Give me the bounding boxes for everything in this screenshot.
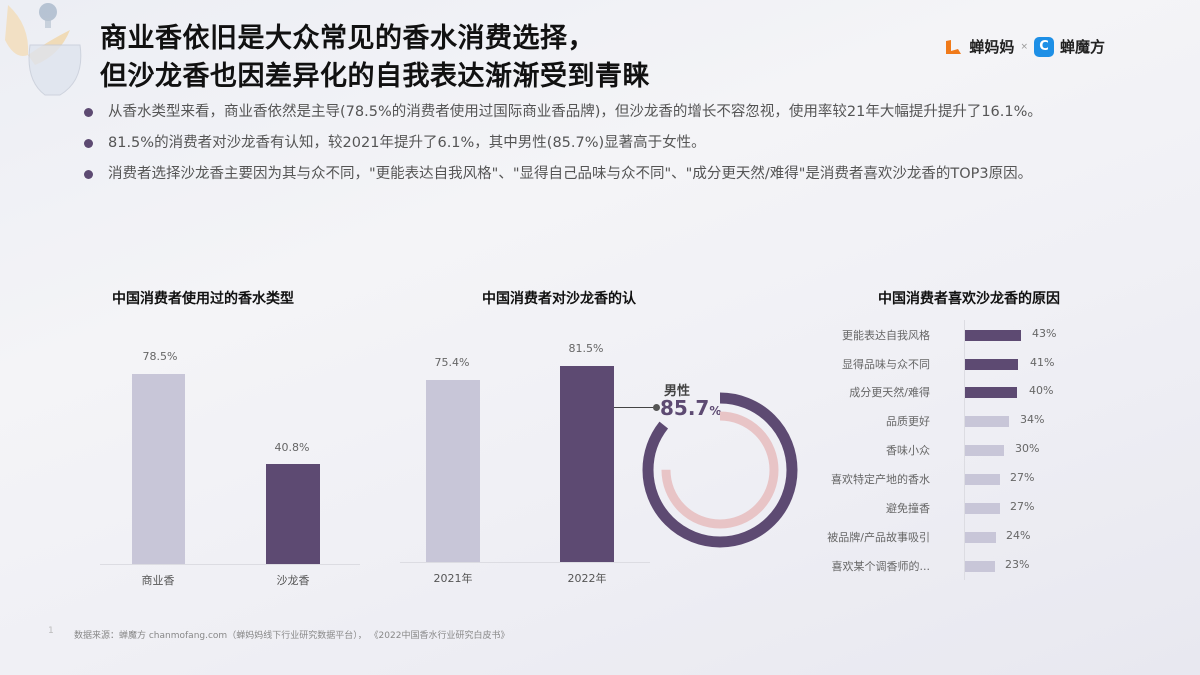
butterfly-perfume-decoration [0, 0, 90, 100]
chanmama-logo-icon [943, 37, 963, 57]
summary-bullets: 从香水类型来看，商业香依然是主导(78.5%的消费者使用过国际商业香品牌)，但沙… [80, 100, 1140, 193]
hbar-row: 品质更好 34% [886, 413, 1045, 428]
category-label: 2022年 [567, 572, 607, 585]
hbar [965, 445, 1004, 456]
chanmofang-logo-icon: C [1033, 36, 1054, 57]
hbar [965, 503, 1000, 514]
data-source: 数据来源：蝉魔方 chanmofang.com（蝉妈妈线下行业研究数据平台）， … [74, 631, 510, 641]
x-axis [100, 564, 360, 565]
chart2-title: 中国消费者对沙龙香的认 [482, 291, 636, 307]
bar-commercial [132, 374, 185, 564]
hbar-row: 喜欢某个调香师的... 23% [831, 558, 1030, 573]
hbar [965, 474, 1000, 485]
brand1-name: 蝉妈妈 [969, 38, 1015, 56]
hbar [965, 532, 996, 543]
bar-salon [266, 464, 320, 564]
hbar-row: 香味小众 30% [886, 442, 1040, 457]
gender-donut-chart [640, 385, 810, 559]
page-title: 商业香依旧是大众常见的香水消费选择， 但沙龙香也因差异化的自我表达渐渐受到青睐 [100, 20, 650, 96]
donut-male-value: 85.7% [660, 396, 722, 420]
category-label: 2021年 [433, 572, 473, 585]
annotation-connector-line [614, 407, 656, 408]
hbar-row: 避免撞香 27% [886, 500, 1035, 515]
logo-separator: × [1020, 41, 1028, 52]
hbar-row: 成分更天然/难得 40% [849, 384, 1054, 399]
category-label: 商业香 [141, 574, 175, 587]
y-axis [964, 320, 965, 580]
brand-logos: 蝉妈妈 × C 蝉魔方 [943, 36, 1105, 57]
hbar [965, 387, 1017, 398]
category-label: 沙龙香 [276, 574, 310, 587]
chart1-title: 中国消费者使用过的香水类型 [112, 291, 294, 307]
bullet-item: 从香水类型来看，商业香依然是主导(78.5%的消费者使用过国际商业香品牌)，但沙… [80, 100, 1140, 125]
bullet-dot-icon [84, 139, 93, 148]
hbar [965, 330, 1021, 341]
bar-value: 78.5% [142, 350, 178, 363]
hbar-row: 更能表达自我风格 43% [842, 327, 1057, 342]
bar-value: 75.4% [434, 356, 470, 369]
hbar [965, 416, 1009, 427]
hbar [965, 561, 995, 572]
bullet-dot-icon [84, 108, 93, 117]
hbar-row: 显得品味与众不同 41% [842, 356, 1055, 371]
hbar-row: 喜欢特定产地的香水 27% [831, 471, 1035, 486]
x-axis [400, 562, 650, 563]
bar-value: 81.5% [568, 342, 604, 355]
bar-value: 40.8% [274, 441, 310, 454]
donut-male-label: 男性 [664, 384, 691, 399]
brand2-name: 蝉魔方 [1059, 38, 1105, 56]
bullet-item: 81.5%的消费者对沙龙香有认知，较2021年提升了6.1%，其中男性(85.7… [80, 131, 1140, 156]
footnote-number: 1 [48, 626, 54, 636]
bullet-item: 消费者选择沙龙香主要因为其与众不同，"更能表达自我风格"、"显得自己品味与众不同… [80, 162, 1140, 187]
chart3-title: 中国消费者喜欢沙龙香的原因 [878, 291, 1060, 307]
hbar-row: 被品牌/产品故事吸引 24% [827, 529, 1031, 544]
title-line-2: 但沙龙香也因差异化的自我表达渐渐受到青睐 [100, 61, 650, 92]
title-line-1: 商业香依旧是大众常见的香水消费选择， [100, 23, 595, 54]
hbar [965, 359, 1018, 370]
bar-2022 [560, 366, 614, 562]
bullet-dot-icon [84, 170, 93, 179]
bar-2021 [426, 380, 480, 562]
annotation-dot-icon [653, 404, 660, 411]
